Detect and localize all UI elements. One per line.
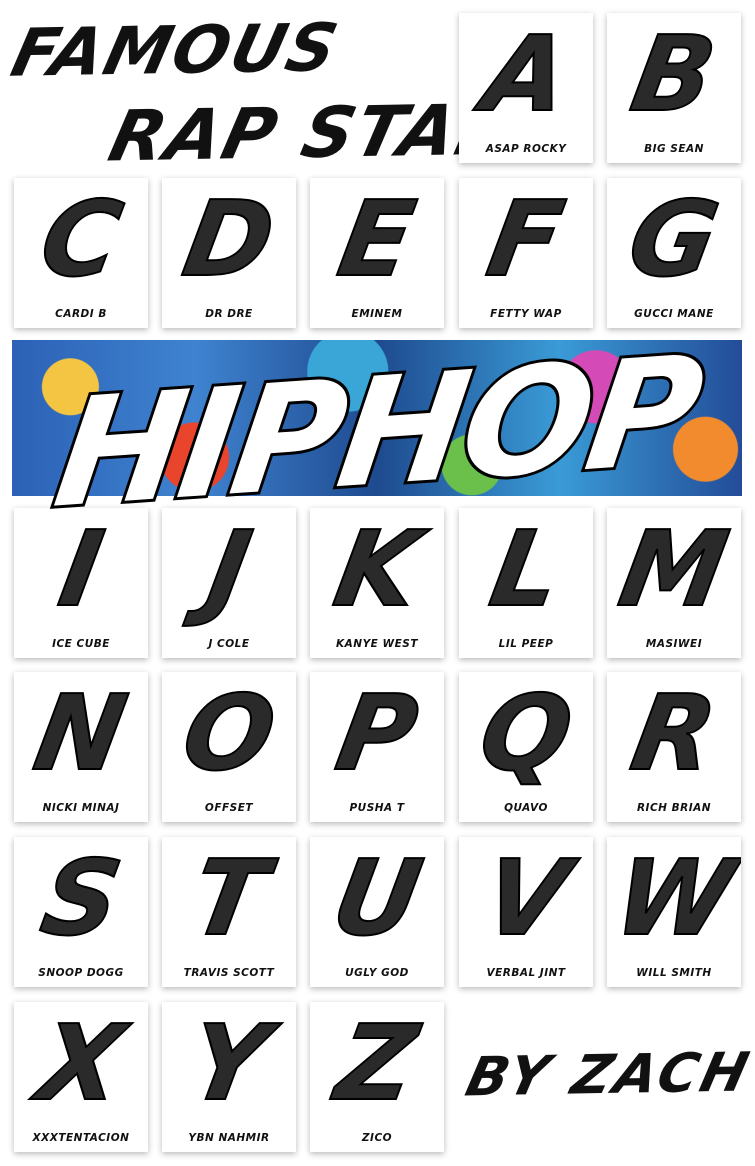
rapper-card: I ICE CUBE — [14, 508, 148, 658]
letter-glyph: F — [479, 178, 574, 301]
rapper-card: G GUCCI MANE — [607, 178, 741, 328]
rapper-name: BIG SEAN — [644, 143, 704, 155]
rapper-name: ZICO — [361, 1132, 393, 1144]
rapper-card: R RICH BRIAN — [607, 672, 741, 822]
rapper-card: T TRAVIS SCOTT — [162, 837, 296, 987]
letter-glyph: N — [26, 672, 137, 795]
rapper-card: V VERBAL JINT — [459, 837, 593, 987]
rapper-name: CARDI B — [55, 308, 107, 320]
rapper-card: J J COLE — [162, 508, 296, 658]
letter-glyph: X — [29, 1002, 133, 1125]
letter-glyph: A — [474, 13, 578, 136]
rapper-card: F FETTY WAP — [459, 178, 593, 328]
graffiti-banner-background — [12, 340, 742, 496]
rapper-name: NICKI MINAJ — [42, 802, 120, 814]
letter-glyph: E — [330, 178, 425, 301]
rapper-name: EMINEM — [351, 308, 403, 320]
rapper-name: OFFSET — [204, 802, 254, 814]
rapper-card: Y YBN NAHMIR — [162, 1002, 296, 1152]
letter-glyph: Z — [328, 1002, 427, 1125]
letter-glyph: R — [622, 672, 726, 795]
rapper-name: J COLE — [208, 638, 250, 650]
rapper-name: XXXTENTACION — [32, 1132, 130, 1144]
rapper-name: PUSHA T — [349, 802, 405, 814]
letter-glyph: C — [31, 178, 131, 301]
letter-glyph: M — [610, 508, 737, 631]
rapper-card: P PUSHA T — [310, 672, 444, 822]
rapper-card: D DR DRE — [162, 178, 296, 328]
rapper-name: KANYE WEST — [336, 638, 418, 650]
rapper-card: W WILL SMITH — [607, 837, 741, 987]
rapper-name: QUAVO — [504, 802, 548, 814]
rapper-card: M MASIWEI — [607, 508, 741, 658]
letter-glyph: P — [327, 672, 427, 795]
rapper-name: RICH BRIAN — [636, 802, 712, 814]
rapper-card: E EMINEM — [310, 178, 444, 328]
rapper-card: X XXXTENTACION — [14, 1002, 148, 1152]
rapper-card: S SNOOP DOGG — [14, 837, 148, 987]
author-credit: BY ZACH — [460, 1040, 755, 1109]
rapper-name: LIL PEEP — [498, 638, 554, 650]
rapper-name: SNOOP DOGG — [38, 967, 124, 979]
letter-glyph: Q — [470, 672, 582, 795]
letter-glyph: Y — [180, 1002, 279, 1125]
rapper-name: GUCCI MANE — [634, 308, 714, 320]
rapper-name: WILL SMITH — [636, 967, 712, 979]
letter-glyph: T — [182, 837, 276, 960]
rapper-name: ASAP ROCKY — [485, 143, 567, 155]
rapper-card: C CARDI B — [14, 178, 148, 328]
rapper-card: O OFFSET — [162, 672, 296, 822]
rapper-card: K KANYE WEST — [310, 508, 444, 658]
rapper-name: VERBAL JINT — [486, 967, 566, 979]
rapper-name: ICE CUBE — [52, 638, 110, 650]
rapper-card: B BIG SEAN — [607, 13, 741, 163]
letter-glyph: W — [607, 837, 741, 960]
rapper-name: TRAVIS SCOTT — [183, 967, 275, 979]
title-line-1: FAMOUS — [4, 9, 347, 92]
rapper-name: YBN NAHMIR — [188, 1132, 270, 1144]
letter-glyph: O — [173, 672, 285, 795]
rapper-card: A ASAP ROCKY — [459, 13, 593, 163]
rapper-card: N NICKI MINAJ — [14, 672, 148, 822]
letter-glyph: S — [32, 837, 130, 960]
letter-glyph: D — [174, 178, 284, 301]
letter-glyph: U — [323, 837, 431, 960]
rapper-card: L LIL PEEP — [459, 508, 593, 658]
letter-glyph: V — [474, 837, 578, 960]
rapper-card: U UGLY GOD — [310, 837, 444, 987]
rapper-name: MASIWEI — [645, 638, 703, 650]
rapper-card: Q QUAVO — [459, 672, 593, 822]
rapper-name: UGLY GOD — [345, 967, 409, 979]
letter-glyph: B — [623, 13, 726, 136]
rapper-name: FETTY WAP — [490, 308, 562, 320]
rapper-name: DR DRE — [205, 308, 253, 320]
rapper-card: Z ZICO — [310, 1002, 444, 1152]
letter-glyph: G — [620, 178, 729, 301]
